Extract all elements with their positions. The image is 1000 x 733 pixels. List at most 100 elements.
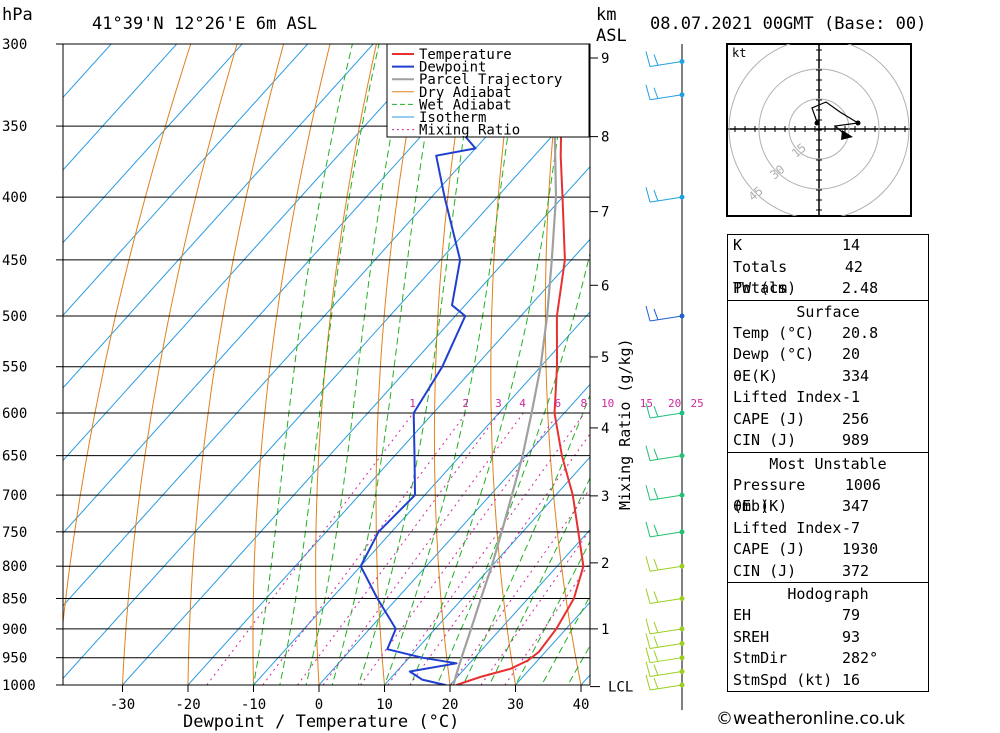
height-tick-label: 2 — [601, 556, 609, 572]
wind-barb — [645, 521, 683, 538]
surface-row: θE(K) 334 — [728, 366, 928, 388]
surface-label: θE(K) — [733, 366, 779, 385]
mixing-ratio-tick-label: 8 — [580, 397, 587, 410]
surface-row: Dewp (°C) 20 — [728, 344, 928, 366]
hodograph-label: StmDir — [733, 649, 788, 667]
height-tick-label: 4 — [601, 421, 609, 437]
most-unstable-row: CAPE (J) 1930 — [728, 539, 928, 561]
surface-row: Temp (°C) 20.8 — [728, 323, 928, 345]
general-row: PW (cm) 2.48 — [728, 278, 928, 300]
hodograph-unit: kt — [732, 46, 746, 60]
hodograph-trace — [811, 101, 860, 138]
isotherm-line — [121, 165, 590, 685]
most-unstable-label: CAPE (J) — [733, 540, 806, 558]
temperature-line — [454, 52, 585, 685]
isotherm-line — [318, 383, 590, 685]
dry-adiabat-line — [121, 44, 238, 685]
surface-row: Lifted Index -1 — [728, 387, 928, 409]
wind-barb — [645, 661, 683, 678]
most-unstable-row: Lifted Index -7 — [728, 518, 928, 540]
asl-label: ASL — [596, 26, 627, 46]
isotherm-line — [63, 44, 243, 244]
legend-entry: Dry Adiabat — [419, 85, 512, 101]
legend-entry: Dewpoint — [419, 60, 486, 76]
hodograph-label: SREH — [733, 627, 770, 646]
surface-value: 20 — [842, 345, 861, 363]
mixing-ratio-line — [409, 433, 590, 685]
mixing-ratio-tick-label: 1 — [409, 397, 416, 410]
hodograph-row: EH 79 — [728, 605, 928, 627]
temperature-tick-label: -30 — [110, 697, 135, 713]
temperature-tick-label: 0 — [315, 697, 323, 713]
dry-adiabat-line — [187, 44, 285, 685]
hodograph-ring — [758, 68, 880, 190]
wet-adiabat-line — [305, 44, 409, 685]
hodograph-value: 282° — [842, 649, 879, 667]
location-label: 41°39'N 12°26'E 6m ASL — [92, 14, 317, 34]
pressure-tick-label: 800 — [2, 559, 27, 575]
isotherm-line — [252, 311, 590, 685]
temperature-tick-label: 20 — [442, 697, 459, 713]
dry-adiabat-line — [63, 44, 192, 628]
height-tick-label: 9 — [601, 51, 609, 67]
pressure-tick-label: 750 — [2, 525, 27, 541]
legend-entry: Parcel Trajectory — [419, 72, 562, 88]
wind-barb — [645, 305, 683, 322]
surface-value: 20.8 — [842, 323, 879, 342]
isotherm-line — [187, 238, 590, 685]
hodograph-ring — [728, 44, 910, 216]
surface-value: 334 — [842, 366, 870, 385]
temperature-tick-label: -10 — [241, 697, 266, 713]
isotherm-line — [63, 44, 112, 99]
pressure-tick-label: 400 — [2, 190, 27, 206]
wind-barb — [645, 402, 683, 419]
isotherm-line — [63, 44, 309, 317]
mixing-ratio-line — [504, 561, 590, 685]
dry-adiabat-line — [649, 0, 719, 711]
general-value: 2.48 — [842, 279, 879, 297]
mixing-ratio-line — [387, 412, 585, 685]
legend-entry: Mixing Ratio — [419, 123, 520, 139]
hodograph-label: StmSpd (kt) — [733, 670, 833, 689]
isotherm-line — [449, 529, 590, 685]
most-unstable-row: CIN (J) 372 — [728, 561, 928, 583]
pressure-tick-label: 700 — [2, 488, 27, 504]
mixing-ratio-tick-label: 2 — [462, 397, 469, 410]
hodograph-value: 93 — [842, 627, 861, 646]
surface-row: CAPE (J) 256 — [728, 409, 928, 431]
hodograph-title: Hodograph — [787, 585, 869, 603]
wet-adiabat-line — [541, 595, 590, 685]
mixing-ratio-tick-label: 4 — [519, 397, 526, 410]
surface-label: CIN (J) — [733, 431, 797, 449]
most-unstable-label: Lifted Index — [733, 518, 842, 537]
hodograph-value: 79 — [842, 606, 861, 624]
pressure-tick-label: 1000 — [2, 678, 36, 694]
temperature-tick-label: 30 — [507, 697, 524, 713]
dry-adiabat-line — [929, 0, 1000, 711]
hodograph-point — [855, 120, 861, 126]
km-label: km — [596, 5, 616, 25]
wind-barb — [645, 51, 683, 67]
temperature-tick-label: 10 — [376, 697, 393, 713]
isotherm-line — [63, 93, 590, 680]
credit: ©weatheronline.co.uk — [716, 709, 906, 729]
hodograph-label: EH — [733, 606, 752, 624]
isotherm-line — [383, 456, 590, 685]
height-tick-label: 6 — [601, 278, 609, 294]
mixing-ratio-line — [359, 412, 559, 685]
mixing-ratio-line — [322, 412, 524, 685]
surface-value: -1 — [842, 388, 861, 406]
surface-label: Dewp (°C) — [733, 345, 815, 363]
most-unstable-label: θE (K) — [733, 497, 788, 515]
isotherm-line — [63, 44, 178, 171]
most-unstable-value: 1006 — [844, 475, 881, 494]
most-unstable-value: 372 — [842, 561, 870, 580]
isotherm-line — [63, 44, 374, 389]
wind-barb — [645, 187, 683, 203]
hodograph-value: 16 — [842, 670, 861, 689]
height-tick-label: 3 — [601, 489, 609, 505]
pressure-tick-label: 550 — [2, 360, 27, 376]
mixing-ratio-axis-label: Mixing Ratio (g/kg) — [616, 338, 634, 510]
wind-barb — [645, 633, 683, 649]
